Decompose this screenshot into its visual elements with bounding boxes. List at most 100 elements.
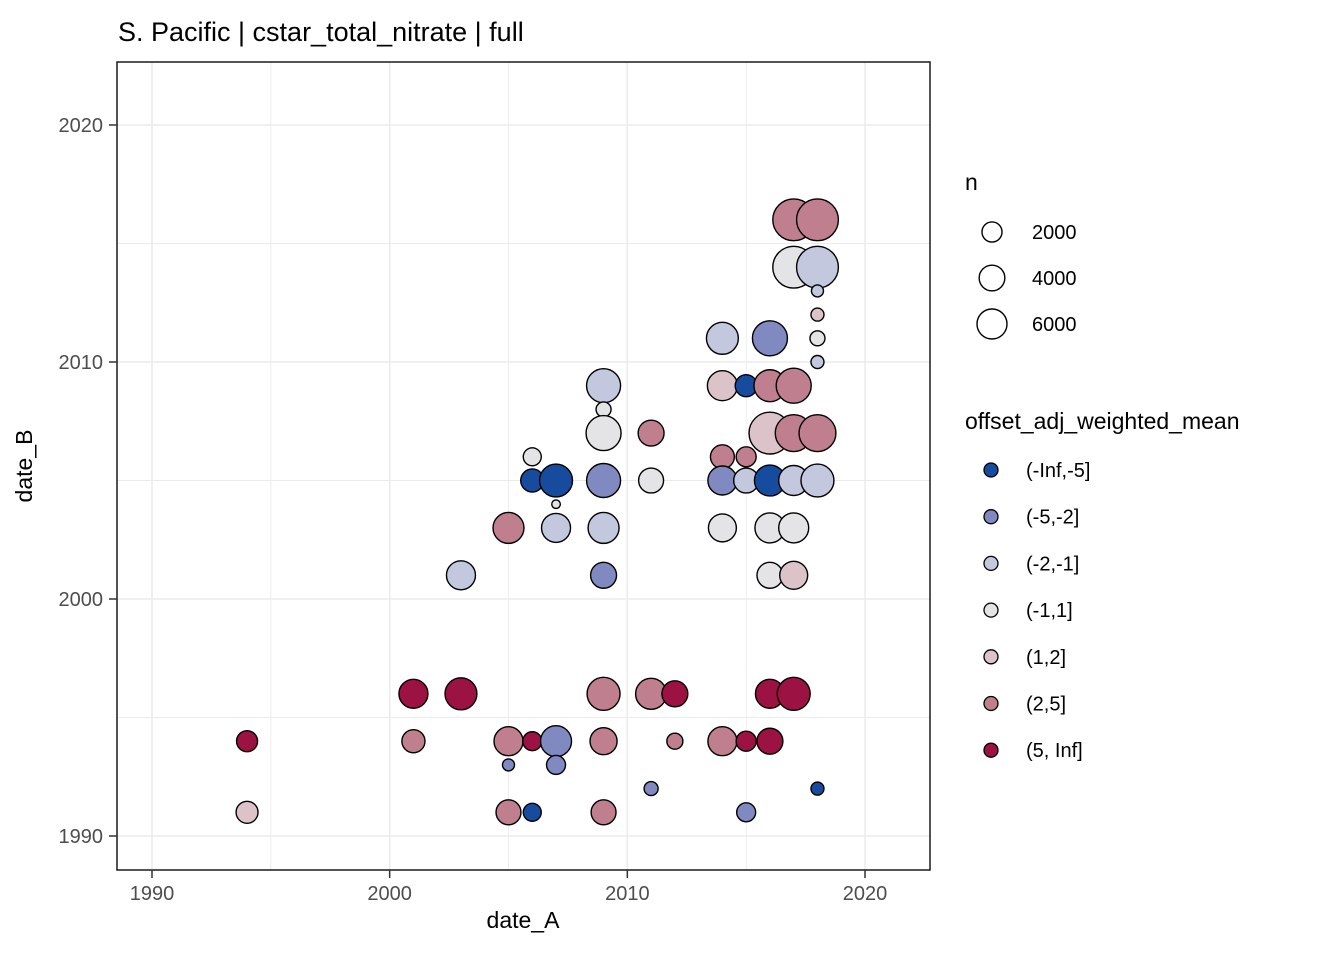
y-axis-title: date_B: [11, 430, 37, 503]
data-point: [735, 730, 757, 752]
color-legend: offset_adj_weighted_mean (-Inf,-5] (-5,-2…: [965, 408, 1240, 762]
data-point: [798, 413, 837, 453]
data-point: [235, 729, 259, 753]
data-point: [235, 800, 259, 824]
points-layer: [235, 198, 840, 826]
data-point: [777, 512, 810, 544]
data-point: [776, 676, 811, 711]
y-tick-label: 1990: [59, 826, 104, 848]
data-point: [589, 726, 618, 756]
data-point: [551, 499, 562, 510]
data-point: [810, 781, 825, 796]
color-key-dot: [983, 649, 999, 665]
x-axis-title: date_A: [487, 907, 561, 933]
color-key-dot: [983, 509, 999, 525]
size-key-circle: [976, 308, 1008, 340]
data-point: [661, 680, 689, 708]
data-point: [707, 465, 738, 496]
data-point: [810, 307, 825, 322]
size-legend-keys: 2000 4000 6000: [976, 221, 1077, 340]
y-axis-tick-labels: 1990 2000 2010 2020: [59, 115, 104, 848]
data-point: [401, 728, 426, 754]
color-key-dot: [983, 742, 999, 758]
data-point: [751, 320, 789, 357]
data-point: [735, 802, 757, 823]
data-point: [589, 561, 618, 589]
data-point: [756, 727, 784, 755]
data-point: [540, 512, 572, 544]
data-point: [735, 446, 757, 468]
data-point: [705, 321, 740, 355]
data-point: [522, 447, 542, 467]
data-point: [585, 462, 622, 499]
data-point: [492, 511, 525, 545]
color-legend-title: offset_adj_weighted_mean: [965, 408, 1240, 434]
data-point: [522, 731, 543, 752]
color-key-dot: [983, 462, 999, 478]
data-point: [585, 414, 622, 452]
data-point: [398, 678, 429, 710]
x-tick-label: 2000: [367, 883, 412, 905]
data-point: [501, 758, 516, 772]
color-key-label: (1,2]: [1026, 647, 1066, 669]
data-point: [637, 467, 665, 494]
data-point: [666, 732, 684, 750]
data-point: [522, 802, 542, 823]
data-point: [795, 245, 840, 289]
color-key-label: (5, Inf]: [1026, 740, 1083, 762]
data-point: [595, 401, 612, 418]
size-key-circle: [978, 264, 1006, 292]
y-tick-label: 2020: [59, 115, 104, 137]
panel-border: [116, 61, 931, 871]
x-tick-label: 2020: [843, 883, 888, 905]
x-tick-label: 2010: [605, 883, 650, 905]
data-point: [779, 560, 809, 590]
data-point: [707, 725, 738, 757]
data-point: [810, 284, 825, 298]
y-tick-label: 2010: [59, 352, 104, 374]
color-key-dot: [983, 695, 999, 712]
x-axis-tick-labels: 1990 2000 2010 2020: [130, 883, 888, 905]
grid-layer: [117, 62, 930, 870]
data-point: [587, 511, 620, 545]
data-point: [809, 330, 826, 347]
data-point: [795, 198, 840, 242]
data-point: [445, 560, 477, 591]
color-key-dot: [983, 555, 999, 572]
data-point: [444, 677, 478, 711]
data-point: [586, 676, 621, 711]
data-point: [585, 367, 622, 404]
color-key-label: (-2,-1]: [1026, 553, 1079, 575]
data-point: [545, 754, 567, 776]
data-point: [709, 444, 736, 470]
size-key-circle: [981, 221, 1003, 243]
color-key-label: (-1,1]: [1026, 600, 1073, 622]
size-legend-title: n: [965, 169, 978, 195]
color-key-label: (-Inf,-5]: [1026, 460, 1090, 482]
color-key-dot: [983, 602, 999, 618]
data-point: [590, 799, 617, 826]
color-legend-keys: (-Inf,-5] (-5,-2] (-2,-1] (-1,1] (1,2] (2,5] (…: [983, 460, 1090, 762]
chart-title: S. Pacific | cstar_total_nitrate | full: [118, 17, 524, 47]
data-point: [637, 419, 665, 447]
color-key-label: (-5,-2]: [1026, 507, 1079, 529]
color-key-label: (2,5]: [1026, 694, 1066, 716]
data-point: [643, 780, 659, 797]
axis-ticks: [109, 124, 866, 878]
size-key-label: 4000: [1032, 268, 1077, 290]
size-key-label: 6000: [1032, 314, 1077, 336]
data-point: [810, 354, 825, 370]
data-point: [775, 367, 812, 404]
size-legend: n 2000 4000 6000: [965, 169, 1077, 340]
size-key-label: 2000: [1032, 222, 1077, 244]
x-tick-label: 1990: [130, 883, 175, 905]
data-point: [495, 799, 522, 826]
data-point: [756, 561, 784, 589]
data-point: [706, 369, 739, 402]
data-point: [800, 463, 835, 498]
y-tick-label: 2000: [59, 589, 104, 611]
data-point: [538, 463, 574, 498]
data-point: [539, 725, 573, 758]
data-point: [707, 513, 738, 543]
